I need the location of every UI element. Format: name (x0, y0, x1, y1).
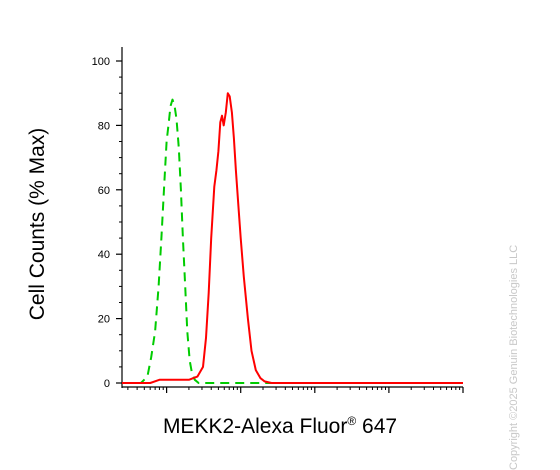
y-tick-label: 60 (98, 185, 110, 197)
plot-area: 0 20 40 60 80 100 (92, 47, 464, 393)
y-tick-label: 100 (92, 56, 110, 68)
y-tick-label: 80 (98, 120, 110, 132)
x-axis-label-superscript: ® (347, 414, 357, 428)
y-tick-label: 0 (104, 378, 110, 390)
x-axis-label-main: MEKK2-Alexa Fluor (162, 415, 348, 438)
series-line-1 (122, 98, 463, 384)
y-tick-label: 40 (98, 249, 110, 261)
series-line-2 (122, 92, 463, 384)
y-tick-label: 20 (98, 314, 110, 326)
flow-histogram-chart: Cell Counts (% Max) 0 20 40 60 80 100 (26, 47, 464, 393)
x-axis-label: MEKK2-Alexa Fluor® 647 (0, 414, 560, 439)
copyright-watermark: Copyright ©2025 Genuin Biotechnologies L… (508, 244, 520, 470)
x-axis-label-suffix: 647 (356, 415, 398, 438)
y-axis-label: Cell Counts (% Max) (26, 128, 49, 321)
